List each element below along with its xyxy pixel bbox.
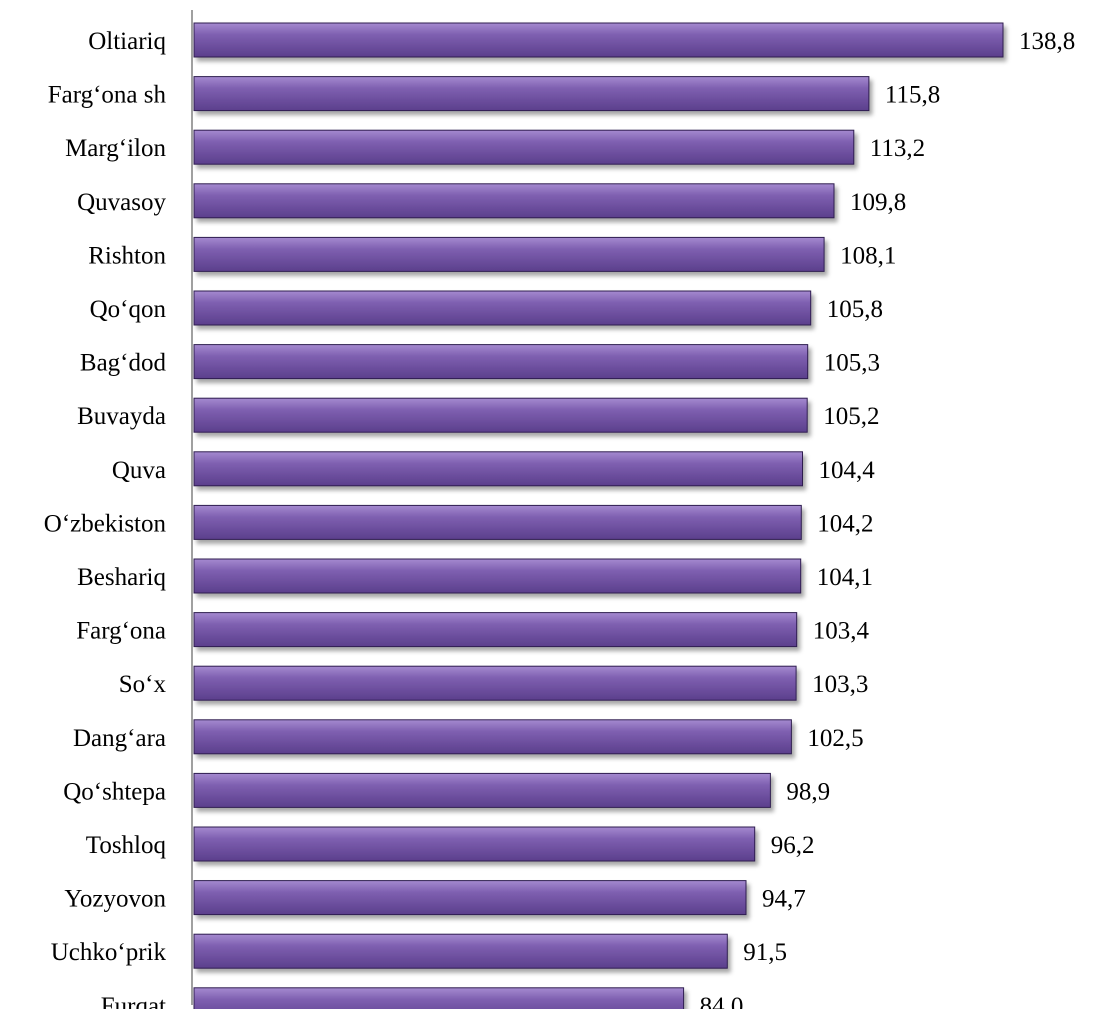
value-label: 98,9: [786, 778, 830, 805]
value-label: 104,4: [819, 457, 876, 484]
value-label: 104,1: [817, 564, 873, 591]
bar: [193, 665, 797, 701]
value-label: 113,2: [870, 135, 925, 162]
value-label: 109,8: [850, 189, 906, 216]
bar: [193, 290, 812, 326]
category-label: So‘x: [119, 671, 167, 698]
category-label: Toshloq: [86, 832, 167, 859]
value-label: 103,4: [813, 618, 870, 645]
category-label: Quvasoy: [77, 189, 166, 216]
category-label: Qo‘shtepa: [63, 778, 166, 805]
value-label: 94,7: [762, 886, 806, 913]
bar: [193, 344, 809, 380]
bar: [193, 183, 835, 219]
category-label: O‘zbekiston: [44, 510, 167, 537]
bar: [193, 719, 792, 755]
value-label: 91,5: [743, 939, 787, 966]
category-label: Marg‘ilon: [65, 135, 166, 162]
value-label: 138,8: [1019, 28, 1075, 55]
bar: [193, 933, 728, 969]
category-label: Beshariq: [77, 564, 166, 591]
category-label: Furqat: [101, 993, 166, 1009]
bar: [193, 76, 870, 112]
bar: [193, 558, 802, 594]
value-label: 105,8: [827, 296, 883, 323]
category-label: Dang‘ara: [73, 725, 166, 752]
bar: [193, 504, 802, 540]
category-label: Rishton: [88, 242, 166, 269]
category-label: Bag‘dod: [80, 350, 167, 377]
value-label: 108,1: [840, 242, 896, 269]
bar: [193, 236, 825, 272]
value-label: 104,2: [817, 510, 873, 537]
category-label: Farg‘ona: [76, 618, 166, 645]
category-label: Oltiariq: [88, 28, 166, 55]
category-label: Uchko‘prik: [51, 939, 167, 966]
category-label: Quva: [112, 457, 166, 484]
value-label: 84,0: [700, 993, 744, 1009]
category-label: Buvayda: [77, 403, 166, 430]
bar: [193, 129, 855, 165]
labels-group: Oltiariq 138,8 Farg‘ona sh 115,8 Marg‘ilon 11…: [44, 28, 1075, 1009]
bar: [193, 612, 798, 648]
bars-group: [193, 22, 1004, 1009]
bar: [193, 987, 685, 1009]
value-label: 102,5: [807, 725, 863, 752]
category-label: Yozyovon: [64, 886, 166, 913]
category-label: Farg‘ona sh: [48, 82, 167, 109]
category-label: Qo‘qon: [90, 296, 167, 323]
bar: [193, 397, 808, 433]
bar: [193, 880, 747, 916]
value-label: 105,3: [824, 350, 880, 377]
value-label: 103,3: [812, 671, 868, 698]
value-label: 115,8: [885, 82, 940, 109]
bar: [193, 772, 771, 808]
bar: [193, 451, 803, 487]
bar: [193, 22, 1004, 58]
value-label: 96,2: [771, 832, 815, 859]
value-label: 105,2: [823, 403, 879, 430]
bar: [193, 826, 756, 862]
